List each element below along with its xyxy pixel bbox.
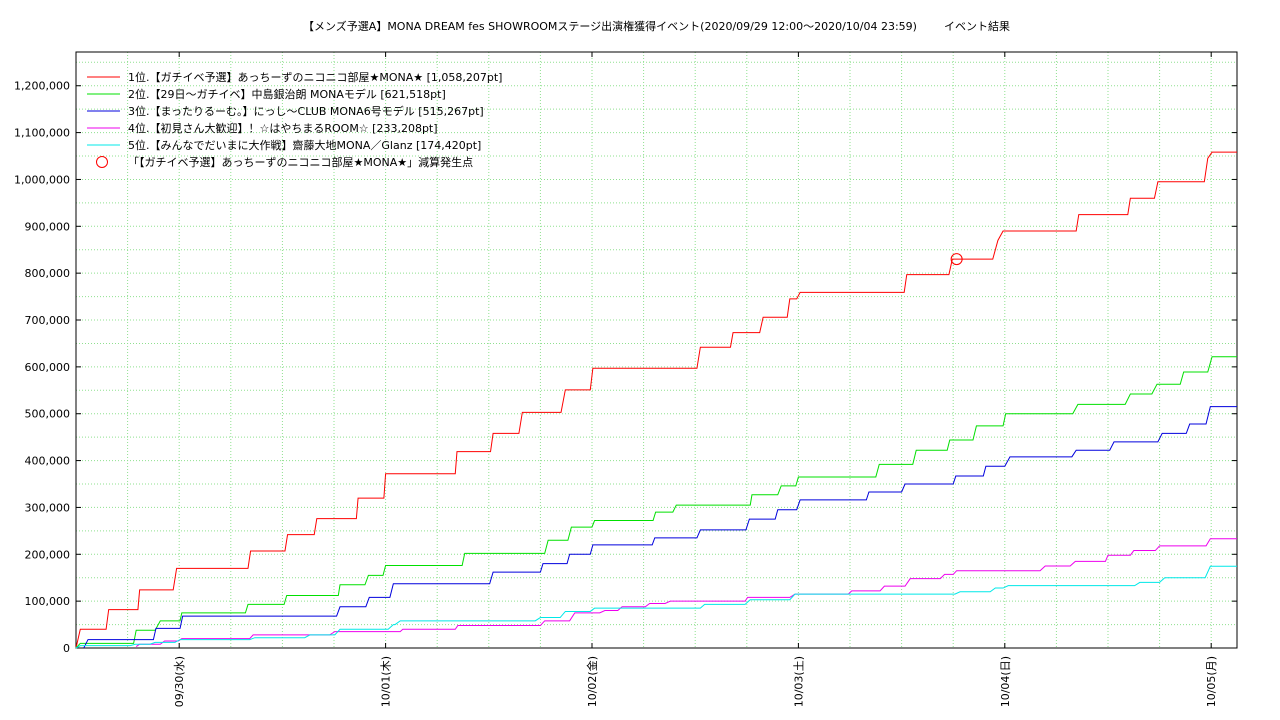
series-line <box>83 406 1237 649</box>
y-tick-label: 700,000 <box>25 314 71 327</box>
x-tick-label: 10/05(月) <box>1205 656 1218 707</box>
legend-label: 4位.【初見さん大歓迎】！☆はやちまるROOM☆ [233,208pt] <box>128 121 438 135</box>
plot-frame <box>75 51 1238 649</box>
series-line <box>75 151 1237 649</box>
y-tick-label: 500,000 <box>25 408 71 421</box>
y-tick-label: 1,000,000 <box>14 173 70 186</box>
y-tick-label: 300,000 <box>25 501 71 514</box>
y-tick-label: 0 <box>63 642 70 655</box>
y-tick-label: 600,000 <box>25 361 71 374</box>
y-tick-label: 100,000 <box>25 595 71 608</box>
x-tick-label: 10/03(土) <box>792 656 805 707</box>
legend-label: 「【ガチイベ予選】あっちーずのニコニコ部屋★MONA★」減算発生点 <box>128 155 473 169</box>
legend-label: 1位.【ガチイベ予選】あっちーずのニコニコ部屋★MONA★ [1,058,207… <box>128 70 502 84</box>
series-line <box>135 538 1237 648</box>
x-tick-label: 10/02(金) <box>585 656 599 707</box>
legend-label: 3位.【まったりるーむ。】にっし〜CLUB MONA6号モデル [515,267… <box>128 104 484 118</box>
marker <box>950 253 963 266</box>
series-line <box>75 356 1237 649</box>
y-tick-label: 1,200,000 <box>14 80 70 93</box>
x-tick-label: 10/04(日) <box>999 656 1012 707</box>
y-tick-label: 200,000 <box>25 548 71 561</box>
x-tick-label: 10/01(木) <box>380 656 393 707</box>
legend-marker <box>96 156 108 168</box>
chart-title: 【メンズ予選A】MONA DREAM fes SHOWROOMステージ出演権獲得… <box>303 19 917 33</box>
x-tick-label: 09/30(水) <box>173 656 186 707</box>
chart-subtitle: イベント結果 <box>944 19 1010 33</box>
y-tick-label: 400,000 <box>25 455 71 468</box>
legend-label: 2位.【29日〜ガチイベ】中島銀治朗 MONAモデル [621,518pt] <box>128 87 446 101</box>
y-tick-label: 1,100,000 <box>14 127 70 140</box>
y-tick-label: 900,000 <box>25 220 71 233</box>
legend-label: 5位.【みんなでだいまに大作戦】齋藤大地MONA／Glanz [174,420p… <box>128 138 481 152</box>
series-line <box>75 565 1237 649</box>
y-tick-label: 800,000 <box>25 267 71 280</box>
